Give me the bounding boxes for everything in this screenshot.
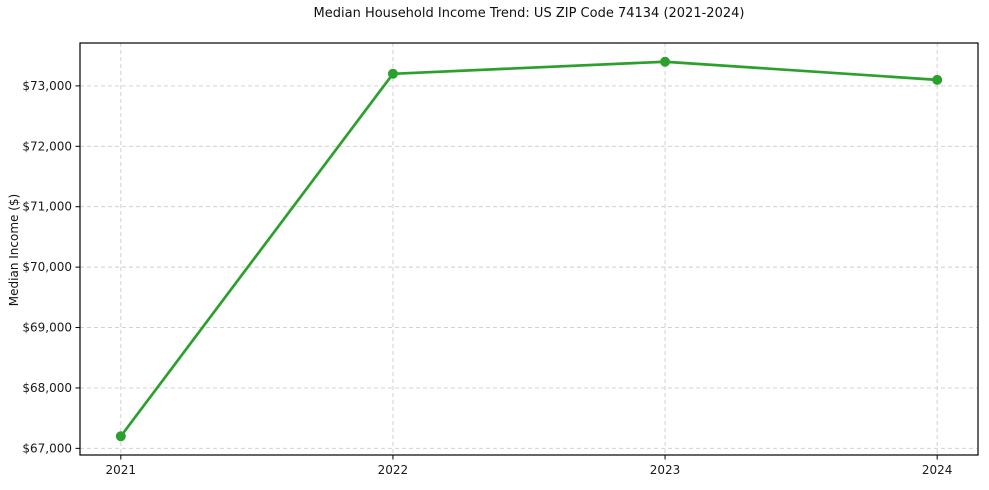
- y-tick-label: $68,000: [22, 381, 72, 395]
- chart-title: Median Household Income Trend: US ZIP Co…: [313, 6, 745, 21]
- data-point: [932, 74, 943, 85]
- y-tick-label: $69,000: [22, 321, 72, 335]
- plot-border: [79, 42, 979, 456]
- data-point: [660, 56, 671, 67]
- y-tick-label: $73,000: [22, 79, 72, 93]
- x-tick-label: 2022: [378, 463, 409, 477]
- y-tick-label: $67,000: [22, 441, 72, 455]
- y-tick-label: $71,000: [22, 200, 72, 214]
- x-tick-label: 2023: [650, 463, 681, 477]
- data-point: [387, 68, 398, 79]
- data-point: [115, 431, 126, 442]
- y-tick-label: $70,000: [22, 260, 72, 274]
- y-tick-label: $72,000: [22, 139, 72, 153]
- x-tick-label: 2024: [922, 463, 953, 477]
- data-line: [119, 60, 939, 438]
- x-tick-label: 2021: [106, 463, 137, 477]
